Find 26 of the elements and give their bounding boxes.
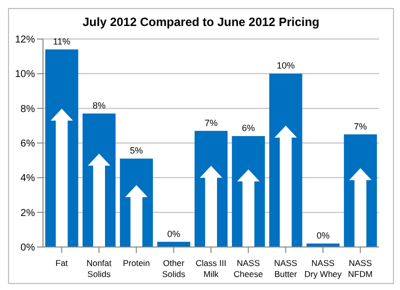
y-tick-label: 2% xyxy=(20,208,36,219)
data-label: 7% xyxy=(354,121,367,132)
data-label: 8% xyxy=(92,100,106,111)
data-label: 7% xyxy=(204,118,218,128)
data-label: 0% xyxy=(167,228,180,239)
x-tick-label: NASS Butter xyxy=(274,258,298,279)
data-label: 6% xyxy=(242,123,255,134)
x-tick-label: Protein xyxy=(122,258,150,268)
data-label: 0% xyxy=(316,230,330,241)
y-tick-label: 4% xyxy=(20,173,36,184)
data-label: 5% xyxy=(130,146,143,156)
y-tick-label: 10% xyxy=(14,69,36,80)
x-tick-label: NASS NFDM xyxy=(348,258,373,279)
x-tick-label: NASS Cheese xyxy=(234,258,264,279)
chart-title: July 2012 Compared to June 2012 Pricing xyxy=(82,15,320,31)
x-tick-label: Fat xyxy=(56,258,68,268)
x-tick-label: Nonfat Solids xyxy=(86,258,112,279)
x-tick-label: NASS Dry Whey xyxy=(304,258,342,279)
y-tick-label: 6% xyxy=(20,138,36,150)
y-tick-label: 8% xyxy=(20,104,36,115)
data-label: 11% xyxy=(53,36,70,46)
data-label: 10% xyxy=(276,60,295,71)
x-tick-label: Class III Milk xyxy=(196,258,226,279)
y-tick-label: 0% xyxy=(20,242,36,254)
y-tick-label: 12% xyxy=(14,34,36,46)
x-tick-label: Other Solids xyxy=(162,258,186,279)
